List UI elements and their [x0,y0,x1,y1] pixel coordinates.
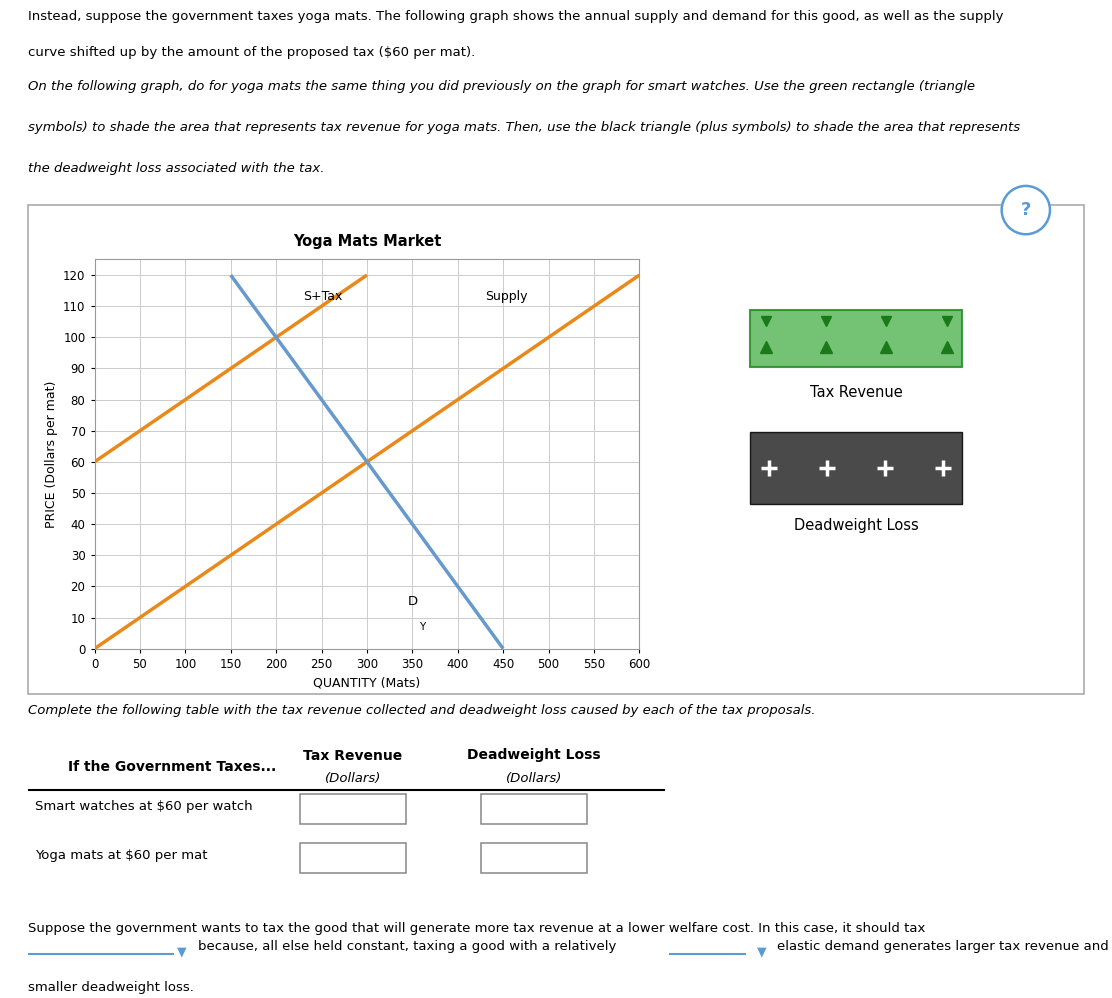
Text: elastic demand generates larger tax revenue and: elastic demand generates larger tax reve… [776,940,1109,953]
Text: curve shifted up by the amount of the proposed tax ($60 per mat).: curve shifted up by the amount of the pr… [28,46,475,59]
Text: ?: ? [1021,201,1031,220]
Text: Supply: Supply [485,290,527,303]
Text: because, all else held constant, taxing a good with a relatively: because, all else held constant, taxing … [198,940,616,953]
Text: Tax Revenue: Tax Revenue [810,385,903,400]
Text: ▼: ▼ [757,945,767,958]
Text: symbols) to shade the area that represents tax revenue for yoga mats. Then, use : symbols) to shade the area that represen… [28,121,1020,134]
Text: On the following graph, do for yoga mats the same thing you did previously on th: On the following graph, do for yoga mats… [28,80,975,93]
Text: D: D [408,595,418,608]
Text: Suppose the government wants to tax the good that will generate more tax revenue: Suppose the government wants to tax the … [28,922,925,935]
Text: Tax Revenue: Tax Revenue [304,748,403,762]
FancyBboxPatch shape [751,309,962,367]
Y-axis label: PRICE (Dollars per mat): PRICE (Dollars per mat) [44,380,58,528]
Text: Yoga mats at $60 per mat: Yoga mats at $60 per mat [36,849,208,862]
Text: ▼: ▼ [177,945,187,958]
Text: Complete the following table with the tax revenue collected and deadweight loss : Complete the following table with the ta… [28,704,815,717]
Text: (Dollars): (Dollars) [325,771,381,784]
Title: Yoga Mats Market: Yoga Mats Market [292,234,441,249]
Text: Y: Y [419,622,425,632]
Text: S+Tax: S+Tax [304,290,342,303]
Text: smaller deadweight loss.: smaller deadweight loss. [28,981,193,994]
Circle shape [1002,186,1050,235]
Text: Deadweight Loss: Deadweight Loss [794,518,919,533]
FancyBboxPatch shape [300,843,406,873]
Text: Deadweight Loss: Deadweight Loss [467,748,600,762]
Text: If the Government Taxes...: If the Government Taxes... [68,760,277,774]
Text: Instead, suppose the government taxes yoga mats. The following graph shows the a: Instead, suppose the government taxes yo… [28,10,1003,23]
FancyBboxPatch shape [300,793,406,823]
X-axis label: QUANTITY (Mats): QUANTITY (Mats) [314,677,420,690]
FancyBboxPatch shape [481,843,586,873]
FancyBboxPatch shape [481,793,586,823]
FancyBboxPatch shape [751,432,962,504]
Text: (Dollars): (Dollars) [506,771,562,784]
Text: the deadweight loss associated with the tax.: the deadweight loss associated with the … [28,163,325,176]
Text: Smart watches at $60 per watch: Smart watches at $60 per watch [36,799,252,812]
